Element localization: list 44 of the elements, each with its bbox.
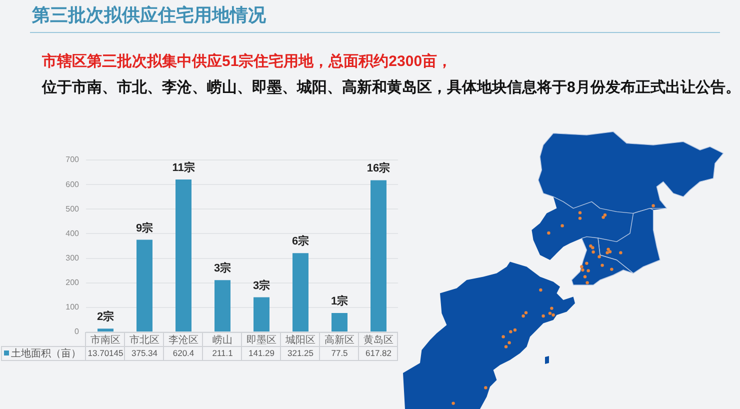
x-tick-label: 黄岛区 <box>364 334 394 346</box>
x-tick-label: 市南区 <box>90 334 120 346</box>
bar <box>292 253 308 332</box>
bar <box>332 312 348 332</box>
bar <box>176 180 192 332</box>
data-label: 141.29 <box>248 348 275 358</box>
annotation: 3宗 <box>252 278 270 292</box>
x-tick-label: 城阳区 <box>284 334 316 346</box>
bar <box>98 328 114 332</box>
bar <box>370 180 386 332</box>
data-label: 375.34 <box>132 348 158 358</box>
y-tick-label: 600 <box>66 180 80 189</box>
annotation: 2宗 <box>96 310 114 324</box>
chart-subtitle: 市辖区第三批次拟集中供应51宗住宅用地，总面积约2300亩， <box>42 52 452 72</box>
annotation: 6宗 <box>292 234 310 248</box>
y-tick-label: 400 <box>66 228 80 238</box>
data-label: 321.25 <box>288 348 314 358</box>
x-tick-label: 崂山 <box>212 334 232 346</box>
legend-label: 土地面积（亩） <box>11 347 81 360</box>
y-tick-label: 100 <box>66 302 80 312</box>
chart-title: 第三批次拟供应住宅用地情况 <box>32 4 266 26</box>
x-tick-label: 李沧区 <box>168 334 198 346</box>
data-label: 620.4 <box>172 348 194 358</box>
data-label: 77.5 <box>331 348 348 358</box>
annotation: 9宗 <box>136 221 154 234</box>
bar <box>254 297 270 332</box>
x-tick-label: 即墨区 <box>246 334 276 346</box>
y-tick-label: 300 <box>66 253 80 262</box>
data-label: 13.70145 <box>88 348 124 358</box>
bar <box>214 280 230 332</box>
data-label: 617.82 <box>366 348 392 358</box>
bar <box>136 240 152 332</box>
y-tick-label: 200 <box>66 278 80 288</box>
text: 位于市南、市北、李沧、崂山、即墨、城阳、高新和黄岛区，具体地块信息将于8月份发布正式出让公告。 <box>42 78 740 98</box>
data-label: 211.1 <box>212 348 234 358</box>
annotation: 1宗 <box>330 294 348 308</box>
y-tick-label: 700 <box>66 155 80 164</box>
x-tick-label: 高新区 <box>324 334 354 346</box>
annotation: 16宗 <box>366 162 390 175</box>
annotation: 3宗 <box>214 262 232 275</box>
annotation: 11宗 <box>172 161 195 174</box>
x-tick-label: 市北区 <box>130 334 160 346</box>
y-tick-label: 0 <box>74 327 80 336</box>
y-tick-label: 500 <box>66 204 80 214</box>
